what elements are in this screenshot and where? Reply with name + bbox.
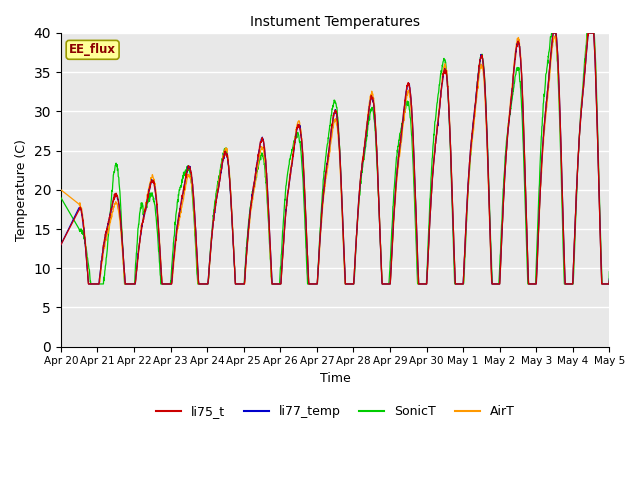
SonicT	[590, 30, 598, 36]
AirT	[590, 32, 598, 37]
li77_temp	[489, 281, 497, 287]
AirT	[324, 163, 332, 168]
li77_temp	[85, 281, 93, 287]
li75_t	[324, 156, 332, 162]
SonicT	[548, 30, 556, 36]
Line: li77_temp: li77_temp	[61, 33, 609, 284]
Text: EE_flux: EE_flux	[69, 43, 116, 56]
li77_temp	[84, 281, 92, 287]
li75_t	[310, 281, 317, 287]
SonicT	[310, 281, 317, 287]
SonicT	[590, 30, 598, 36]
Line: SonicT: SonicT	[61, 33, 609, 284]
Legend: li75_t, li77_temp, SonicT, AirT: li75_t, li77_temp, SonicT, AirT	[150, 400, 520, 423]
li77_temp	[590, 35, 598, 41]
li77_temp	[605, 276, 613, 282]
Title: Instument Temperatures: Instument Temperatures	[250, 15, 420, 29]
SonicT	[87, 281, 95, 287]
X-axis label: Time: Time	[320, 372, 351, 385]
AirT	[84, 281, 92, 287]
li75_t	[57, 242, 65, 248]
AirT	[57, 187, 65, 192]
Line: li75_t: li75_t	[61, 33, 609, 284]
AirT	[605, 278, 613, 284]
SonicT	[85, 266, 93, 272]
AirT	[584, 30, 592, 36]
Line: AirT: AirT	[61, 33, 609, 284]
li75_t	[85, 281, 93, 287]
AirT	[85, 281, 93, 287]
li75_t	[549, 30, 557, 36]
AirT	[310, 281, 317, 287]
li75_t	[605, 277, 613, 283]
Y-axis label: Temperature (C): Temperature (C)	[15, 139, 28, 241]
li75_t	[84, 281, 92, 287]
AirT	[590, 30, 598, 36]
AirT	[489, 281, 497, 287]
li77_temp	[324, 155, 332, 161]
SonicT	[489, 281, 497, 287]
li75_t	[590, 35, 598, 41]
SonicT	[605, 269, 613, 275]
SonicT	[324, 140, 332, 146]
li75_t	[489, 281, 497, 287]
li75_t	[590, 32, 598, 38]
li77_temp	[590, 30, 598, 36]
SonicT	[57, 195, 65, 201]
li77_temp	[310, 281, 317, 287]
li77_temp	[57, 242, 65, 248]
li77_temp	[549, 30, 557, 36]
